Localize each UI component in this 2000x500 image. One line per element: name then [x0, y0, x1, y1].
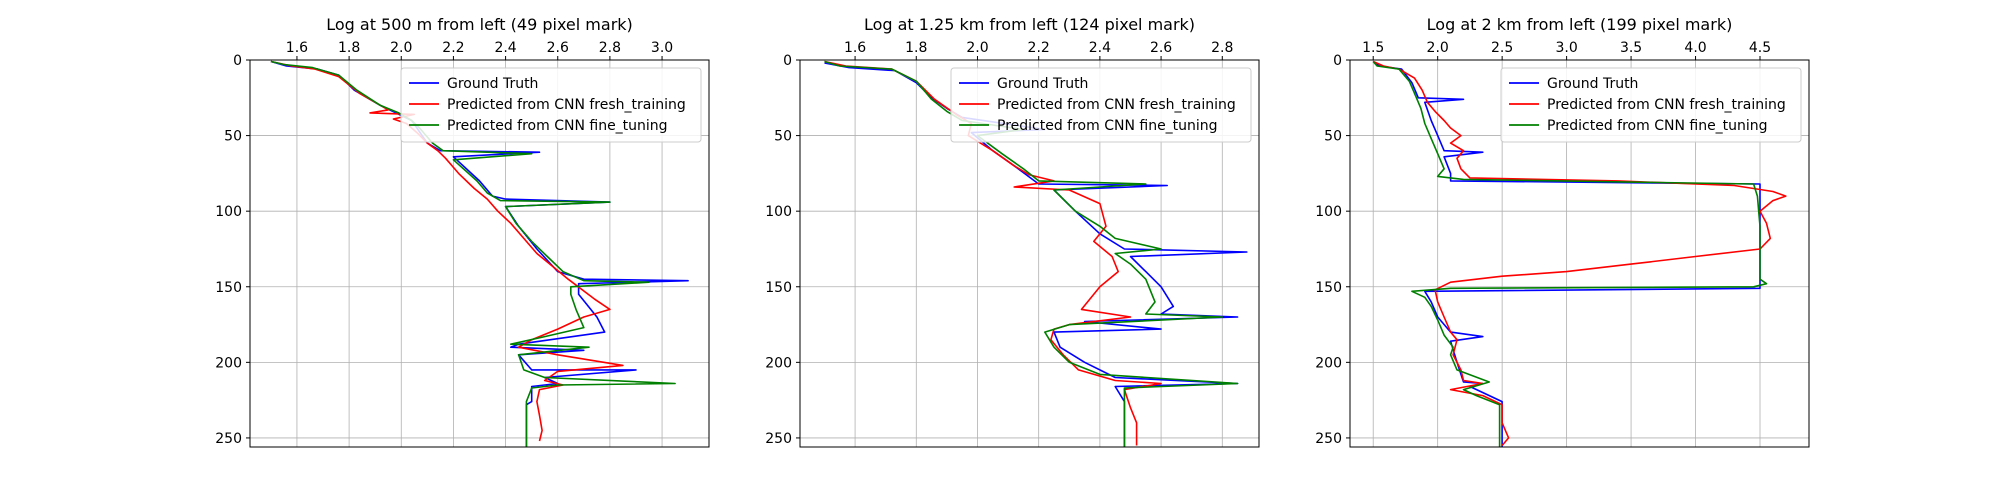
legend-box: [1500, 67, 1802, 143]
x-tick-label: 2.0: [1427, 40, 1449, 56]
y-tick-label: 250: [1315, 431, 1342, 447]
x-tick-label: 3.0: [651, 40, 673, 56]
series-line-2: [1372, 60, 1787, 447]
y-tick-label: 100: [765, 204, 792, 220]
y-tick-label: 200: [215, 355, 242, 371]
y-tick-label: 200: [765, 355, 792, 371]
x-tick-label: 1.6: [286, 40, 308, 56]
y-tick-label: 0: [1333, 53, 1342, 69]
chart-panel-2: 1.6 1.8 2.0 2.2 2.4 2.6 2.8 0 50 100 150 200 250 Log …: [765, 15, 1260, 448]
x-tick-label: 2.2: [1028, 40, 1050, 56]
y-tick-label: 100: [1315, 204, 1342, 220]
legend: Ground Truth Predicted from CNN fresh_tra…: [950, 67, 1252, 143]
x-tick-label: 1.5: [1362, 40, 1384, 56]
legend-box: [950, 67, 1252, 143]
legend: Ground Truth Predicted from CNN fresh_tra…: [400, 67, 702, 143]
y-tick-label: 250: [215, 431, 242, 447]
x-tick-label: 2.2: [442, 40, 464, 56]
x-tick-label: 3.0: [1555, 40, 1577, 56]
y-tick-label: 0: [783, 53, 792, 69]
y-tick-label: 50: [224, 129, 242, 145]
x-tick-label: 2.0: [390, 40, 412, 56]
x-tick-label: 2.8: [1211, 40, 1233, 56]
chart-panel-3: 1.5 2.0 2.5 3.0 3.5 4.0 4.5 0 50 100 150 200 250 Log …: [1315, 15, 1810, 448]
legend-label-2: Predicted from CNN fresh_training: [997, 97, 1236, 113]
y-tick-label: 150: [215, 280, 242, 296]
series-line-3: [1372, 60, 1768, 447]
legend: Ground Truth Predicted from CNN fresh_tra…: [1500, 67, 1802, 143]
plot-frame: [1349, 59, 1810, 448]
legend-label-3: Predicted from CNN fine_tuning: [997, 118, 1218, 134]
x-tick-label: 2.8: [599, 40, 621, 56]
y-tick-label: 100: [215, 204, 242, 220]
y-tick-label: 50: [774, 129, 792, 145]
x-tick-label: 2.4: [1089, 40, 1111, 56]
series-line-1: [1372, 60, 1761, 447]
legend-label-1: Ground Truth: [1547, 76, 1638, 92]
plot-frame: [249, 59, 710, 448]
y-tick-label: 150: [765, 280, 792, 296]
chart-title: Log at 500 m from left (49 pixel mark): [326, 15, 633, 34]
legend-label-1: Ground Truth: [997, 76, 1088, 92]
chart-title: Log at 1.25 km from left (124 pixel mark…: [864, 15, 1195, 34]
x-tick-label: 2.6: [1150, 40, 1172, 56]
legend-label-2: Predicted from CNN fresh_training: [1547, 97, 1786, 113]
plot-frame: [799, 59, 1260, 448]
x-tick-label: 2.6: [547, 40, 569, 56]
legend-label-3: Predicted from CNN fine_tuning: [1547, 118, 1768, 134]
x-tick-label: 1.8: [338, 40, 360, 56]
y-tick-label: 200: [1315, 355, 1342, 371]
x-tick-label: 2.5: [1491, 40, 1513, 56]
legend-label-1: Ground Truth: [447, 76, 538, 92]
x-tick-label: 4.0: [1684, 40, 1706, 56]
y-tick-label: 50: [1324, 129, 1342, 145]
y-tick-label: 250: [765, 431, 792, 447]
x-tick-label: 2.4: [494, 40, 516, 56]
x-tick-label: 3.5: [1620, 40, 1642, 56]
x-tick-label: 1.6: [844, 40, 866, 56]
chart-panel-1: 1.6 1.8 2.0 2.2 2.4 2.6 2.8 3.0 0 50 100 150 200 250 L…: [215, 15, 710, 448]
legend-box: [400, 67, 702, 143]
x-tick-label: 2.0: [966, 40, 988, 56]
y-tick-label: 0: [233, 53, 242, 69]
x-tick-label: 4.5: [1749, 40, 1771, 56]
legend-label-3: Predicted from CNN fine_tuning: [447, 118, 668, 134]
y-tick-label: 150: [1315, 280, 1342, 296]
legend-label-2: Predicted from CNN fresh_training: [447, 97, 686, 113]
chart-title: Log at 2 km from left (199 pixel mark): [1427, 15, 1733, 34]
series-line-2: [270, 60, 624, 442]
x-tick-label: 1.8: [905, 40, 927, 56]
